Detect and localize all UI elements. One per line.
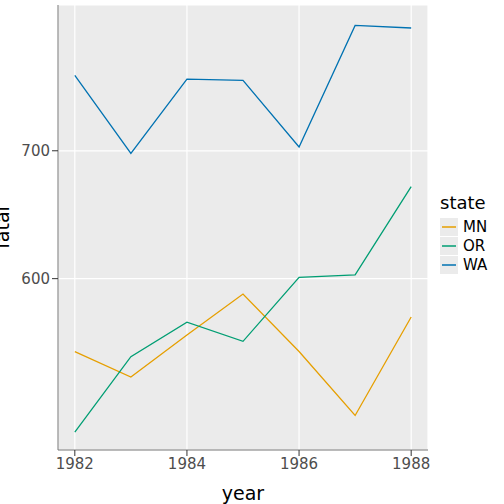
svg-text:1984: 1984 [168, 455, 206, 473]
svg-text:year: year [222, 482, 265, 504]
html-text:WA: WA [463, 255, 488, 274]
html-text:MN: MN [463, 217, 488, 236]
html-text:state: state [440, 192, 486, 213]
svg-text:600: 600 [21, 270, 50, 288]
svg-text:1988: 1988 [392, 455, 430, 473]
svg-text:1982: 1982 [56, 455, 94, 473]
svg-text:fatal: fatal [8, 206, 13, 249]
svg-text:1986: 1986 [280, 455, 318, 473]
svg-text:700: 700 [21, 142, 50, 160]
html-text:OR: OR [463, 236, 486, 255]
